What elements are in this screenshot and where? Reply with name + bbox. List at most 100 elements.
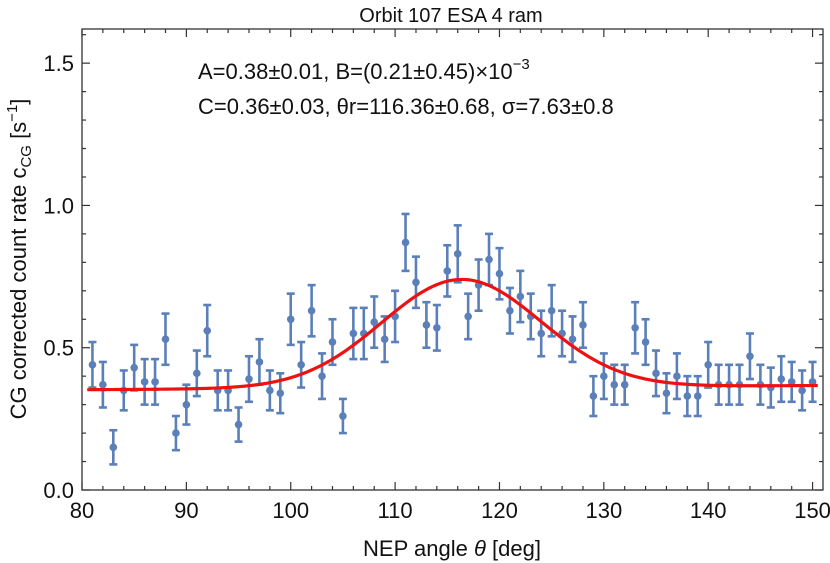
- data-point: [568, 315, 577, 364]
- data-point: [610, 363, 619, 406]
- x-tick-label: 100: [272, 498, 309, 523]
- data-point: [662, 372, 671, 415]
- point-marker: [485, 255, 493, 264]
- chart-title: Orbit 107 ESA 4 ram: [359, 5, 542, 27]
- point-marker: [193, 369, 201, 378]
- data-point: [547, 283, 556, 338]
- point-marker: [777, 375, 786, 383]
- data-point: [318, 352, 327, 401]
- point-marker: [537, 329, 546, 338]
- point-marker: [568, 335, 577, 343]
- point-marker: [99, 380, 107, 389]
- data-point: [234, 406, 243, 443]
- point-marker: [641, 338, 650, 346]
- data-point: [589, 374, 598, 418]
- x-tick-label: 90: [174, 498, 198, 523]
- y-axis-title-unit-exponent: −1: [4, 105, 21, 122]
- point-marker: [297, 360, 305, 369]
- annotation-line-1: A=0.38±0.01, B=(0.21±0.45)×10−3: [198, 56, 530, 84]
- plot-frame: [81, 28, 824, 491]
- point-marker: [370, 318, 379, 326]
- y-tick-label: 0.5: [43, 336, 74, 361]
- point-marker: [88, 360, 97, 369]
- point-marker: [662, 389, 671, 398]
- point-marker: [600, 372, 608, 380]
- point-marker: [579, 321, 587, 329]
- data-point: [182, 383, 191, 426]
- x-axis-title-prefix: NEP angle: [363, 536, 474, 561]
- x-axis-title-suffix: [deg]: [486, 536, 541, 561]
- data-point: [244, 354, 253, 404]
- data-point: [766, 366, 775, 409]
- data-point: [380, 315, 389, 364]
- data-point: [161, 312, 170, 367]
- data-point: [787, 360, 796, 404]
- y-axis-title-prefix: CG corrected count rate c: [6, 168, 31, 420]
- point-marker: [610, 380, 619, 389]
- x-tick-label: 130: [585, 498, 622, 523]
- point-marker: [693, 392, 702, 400]
- data-point: [171, 414, 180, 452]
- data-point: [485, 232, 494, 287]
- data-point: [265, 369, 274, 412]
- point-marker: [182, 400, 191, 409]
- point-marker: [683, 392, 692, 400]
- point-marker: [620, 380, 629, 389]
- data-point: [224, 369, 233, 412]
- point-marker: [547, 306, 556, 315]
- point-marker: [495, 269, 504, 278]
- y-tick-label: 1.5: [43, 51, 74, 76]
- point-marker: [433, 323, 441, 332]
- data-point: [297, 340, 306, 389]
- data-point: [683, 374, 692, 418]
- data-point: [537, 309, 546, 358]
- point-marker: [516, 292, 525, 301]
- y-tick-label: 1.0: [43, 193, 74, 218]
- point-marker: [151, 378, 159, 386]
- point-marker: [412, 278, 420, 287]
- point-marker: [704, 360, 712, 369]
- data-point: [631, 300, 640, 355]
- data-point: [558, 309, 567, 358]
- x-axis-ticks: 80 90 100 110 120 130 140 150: [70, 29, 830, 523]
- data-point: [516, 269, 525, 324]
- point-marker: [245, 375, 253, 383]
- data-point: [286, 292, 295, 347]
- data-point: [474, 258, 483, 313]
- data-point: [808, 360, 817, 404]
- data-point: [328, 317, 337, 367]
- data-point: [693, 374, 702, 418]
- data-point: [401, 212, 410, 273]
- point-marker: [161, 335, 170, 343]
- x-tick-label: 140: [690, 498, 727, 523]
- y-axis-title: CG corrected count rate cCG [s−1]: [4, 99, 35, 420]
- data-point: [151, 357, 160, 406]
- data-point: [130, 343, 139, 392]
- data-point: [411, 255, 420, 310]
- point-marker: [328, 338, 337, 346]
- data-point: [370, 295, 379, 350]
- data-point: [464, 292, 473, 341]
- point-marker: [276, 389, 285, 398]
- data-point: [203, 303, 212, 358]
- point-marker: [589, 392, 598, 400]
- data-point: [109, 428, 118, 466]
- annotation-line-1-exponent: −3: [513, 56, 530, 73]
- point-marker: [673, 372, 681, 380]
- data-point: [432, 303, 441, 352]
- data-point: [745, 332, 754, 381]
- data-point: [798, 369, 807, 412]
- point-marker: [401, 238, 410, 247]
- point-marker: [318, 372, 326, 380]
- data-point: [391, 289, 400, 344]
- point-marker: [286, 315, 295, 324]
- x-tick-label: 150: [794, 498, 830, 523]
- point-marker: [631, 323, 639, 332]
- point-marker: [266, 386, 274, 395]
- data-point: [255, 337, 264, 387]
- y-axis-title-unit-close: ]: [6, 99, 31, 105]
- data-point: [652, 349, 661, 398]
- point-marker: [506, 306, 514, 315]
- y-axis-title-unit-open: [s: [6, 122, 31, 145]
